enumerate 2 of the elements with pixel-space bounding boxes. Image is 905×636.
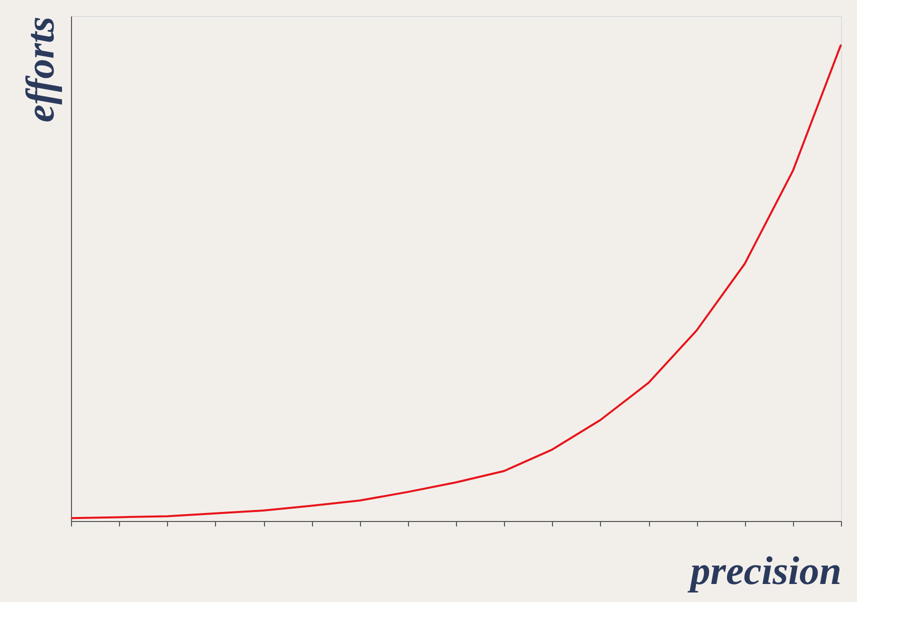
- x-axis-title: precision: [687, 548, 842, 593]
- y-axis-title: efforts: [18, 16, 62, 122]
